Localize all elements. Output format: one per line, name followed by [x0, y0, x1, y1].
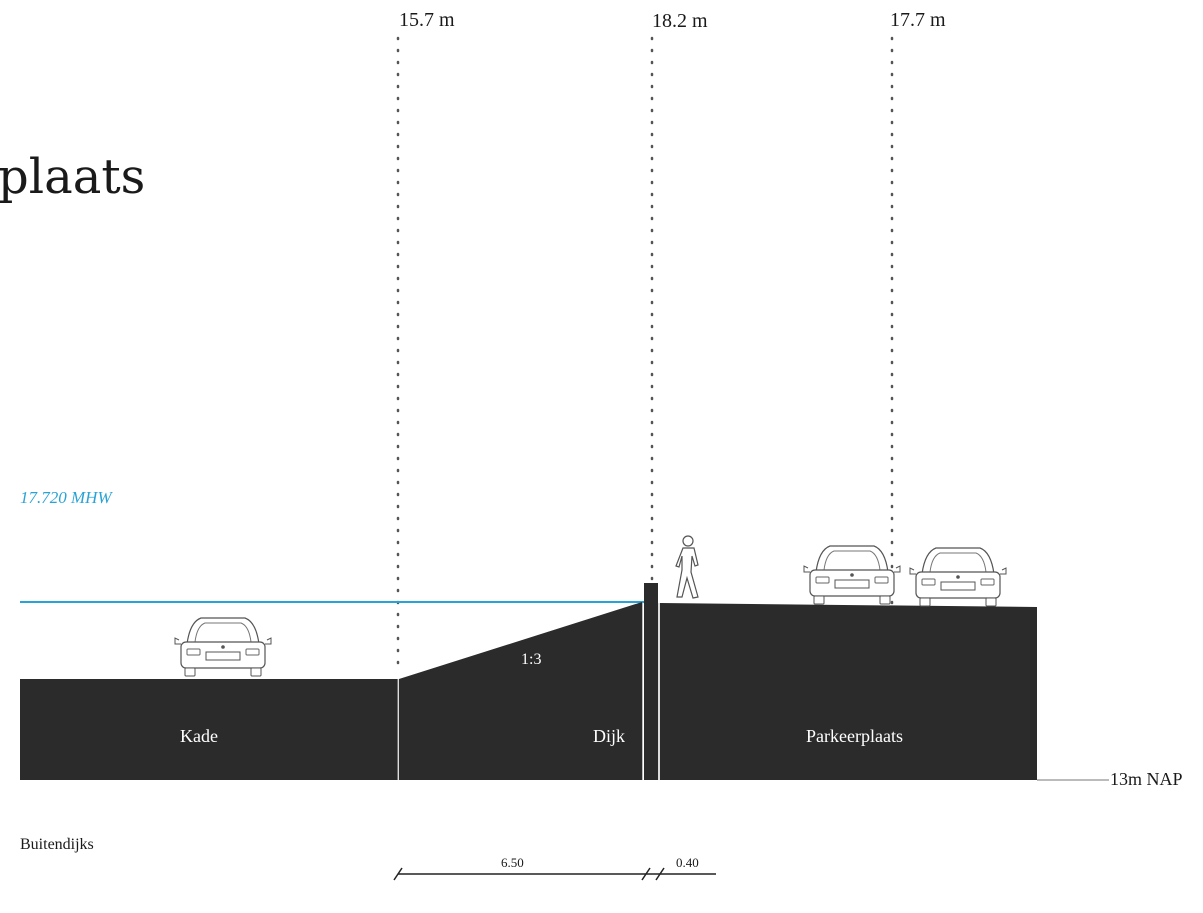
zone-label-kade: Kade — [180, 726, 218, 746]
level-label-15-7: 15.7 m — [399, 9, 455, 31]
dimension-tick-2 — [641, 867, 651, 881]
dimension-label-slope: 6.50 — [501, 855, 524, 870]
zone-label-dijk: Dijk — [593, 726, 625, 746]
car-icon — [909, 547, 1007, 607]
water-level-label: 17.720 MHW — [20, 488, 113, 507]
car-icon — [803, 545, 901, 605]
nap-label: 13m NAP — [1110, 769, 1183, 789]
title-fragment: plaats — [0, 149, 145, 205]
car-icon — [174, 617, 272, 677]
person-icon — [675, 535, 699, 599]
dijk-ground — [399, 602, 642, 780]
dimension-tick-1 — [393, 867, 403, 881]
zone-label-parkeerplaats: Parkeerplaats — [806, 726, 903, 746]
dike-wall — [644, 583, 658, 780]
dimension-tick-3 — [655, 867, 665, 881]
level-label-18-2: 18.2 m — [652, 10, 708, 32]
slope-ratio-label: 1:3 — [521, 651, 541, 668]
kade-ground — [20, 679, 398, 780]
parkeerplaats-ground — [660, 603, 1037, 780]
level-label-17-7: 17.7 m — [890, 9, 946, 31]
side-label: Buitendijks — [20, 836, 94, 853]
dimension-label-wall: 0.40 — [676, 855, 699, 870]
